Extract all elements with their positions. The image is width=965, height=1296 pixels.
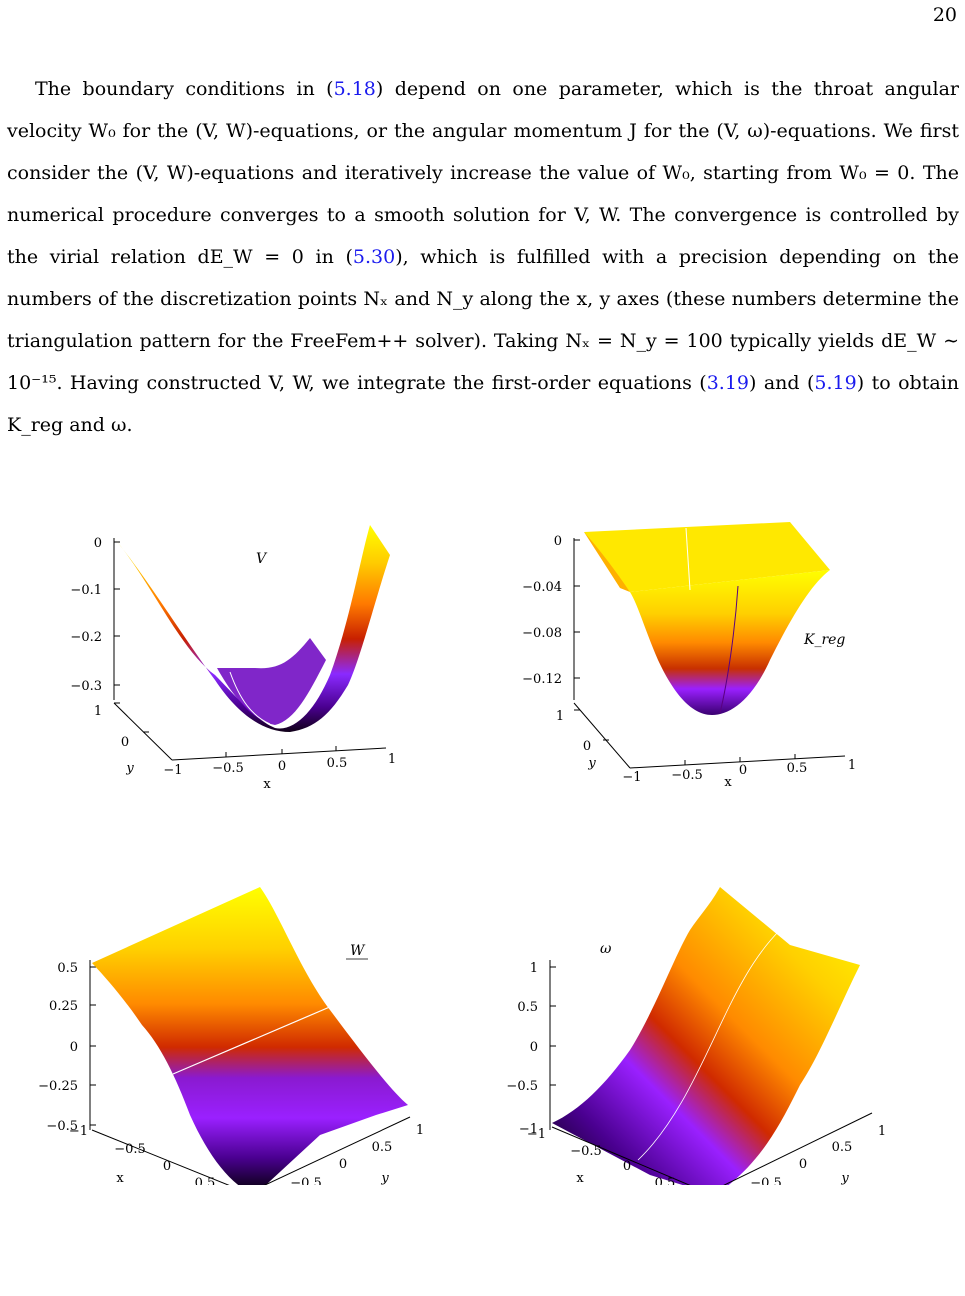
x-tick: −1 <box>163 763 182 778</box>
surface-plot-v: 0 −0.1 −0.2 −0.3 V 1 0 y −1 −0.5 0 0.5 1… <box>30 510 490 810</box>
x-tick: 0 <box>739 763 747 778</box>
x-tick: −1 <box>69 1124 88 1139</box>
x-tick: 1 <box>388 752 396 767</box>
x-tick: −0.5 <box>114 1142 146 1157</box>
y-tick: 0 <box>799 1157 807 1172</box>
plot-label: ω <box>600 941 612 957</box>
z-tick: −0.08 <box>522 626 562 641</box>
z-tick: 0 <box>70 1040 78 1055</box>
x-tick: 1 <box>848 758 856 773</box>
y-tick: 1 <box>94 704 102 719</box>
y-tick: 0.5 <box>832 1140 853 1155</box>
z-tick: −1 <box>519 1122 538 1137</box>
text-segment: ), which is fulfilled with a precision d… <box>7 246 959 394</box>
plot-label: W <box>350 943 366 959</box>
x-tick: −1 <box>622 770 641 785</box>
z-tick: 1 <box>530 961 538 976</box>
equation-link[interactable]: 3.19 <box>706 372 749 394</box>
x-tick: 0.5 <box>655 1176 676 1185</box>
surface <box>552 887 860 1185</box>
z-tick: 0.5 <box>57 961 78 976</box>
equation-link[interactable]: 5.18 <box>333 78 376 100</box>
y-tick: −0.5 <box>750 1176 782 1185</box>
z-tick: −0.12 <box>522 672 562 687</box>
x-tick: −0.5 <box>671 768 703 783</box>
equation-link[interactable]: 5.30 <box>352 246 396 268</box>
x-tick: −1 <box>527 1127 546 1142</box>
surface <box>584 522 830 715</box>
surface-plot-w: 0.5 0.25 0 −0.25 −0.5 W −1 −0.5 0 0.5 1 … <box>30 885 490 1185</box>
surface-plot-omega: 1 0.5 0 −0.5 −1 ω −1 −0.5 0 0.5 1 x −1 −… <box>490 885 950 1185</box>
z-tick: −0.5 <box>46 1119 78 1134</box>
z-tick: −0.3 <box>70 679 102 694</box>
z-tick: 0.5 <box>517 1000 538 1015</box>
plot-v-svg: 0 −0.1 −0.2 −0.3 V 1 0 y −1 −0.5 0 0.5 1… <box>70 525 396 792</box>
x-tick: −0.5 <box>570 1144 602 1159</box>
base-axes: −1 −0.5 0 0.5 1 x −1 −0.5 0 0.5 1 y <box>527 1112 886 1185</box>
x-tick: 0.5 <box>195 1176 216 1185</box>
z-tick: −0.25 <box>38 1079 78 1094</box>
x-axis-label: x <box>724 775 732 790</box>
x-tick: 0.5 <box>327 756 348 771</box>
text-segment: ) depend on one parameter, which is the … <box>7 78 959 268</box>
z-tick: 0 <box>94 536 102 551</box>
base-axes: 1 0 y −1 −0.5 0 0.5 1 x <box>556 702 856 790</box>
z-tick: −0.04 <box>522 580 562 595</box>
z-tick: 0 <box>530 1040 538 1055</box>
base-axes: −1 −0.5 0 0.5 1 x −1 −0.5 0 0.5 1 y <box>69 1116 424 1185</box>
plot-w-svg: 0.5 0.25 0 −0.25 −0.5 W −1 −0.5 0 0.5 1 … <box>38 887 424 1185</box>
equation-link[interactable]: 5.19 <box>814 372 857 394</box>
z-axis: 0.5 0.25 0 −0.25 −0.5 <box>38 960 96 1134</box>
x-axis-label: x <box>263 777 271 792</box>
y-tick: 0 <box>583 739 591 754</box>
y-tick: −0.5 <box>290 1176 322 1185</box>
z-axis: 0 −0.04 −0.08 −0.12 <box>522 534 580 700</box>
y-axis-label: y <box>587 756 596 771</box>
y-axis-label: y <box>125 761 134 776</box>
x-tick: 0 <box>163 1159 171 1174</box>
z-axis: 0 −0.1 −0.2 −0.3 <box>70 536 120 700</box>
x-tick: 0.5 <box>787 761 808 776</box>
y-tick: 1 <box>878 1124 886 1139</box>
surface <box>114 525 390 732</box>
z-axis: 1 0.5 0 −0.5 −1 <box>506 960 556 1137</box>
plot-omega-svg: 1 0.5 0 −0.5 −1 ω −1 −0.5 0 0.5 1 x −1 −… <box>506 887 886 1185</box>
z-tick: 0.25 <box>49 999 78 1014</box>
y-axis-label: y <box>380 1171 389 1185</box>
plot-label: K_reg <box>803 632 845 648</box>
z-tick: 0 <box>554 534 562 549</box>
plot-label: V <box>256 551 268 567</box>
y-tick: 0 <box>339 1157 347 1172</box>
page-number: 20 <box>932 4 957 26</box>
y-tick: 0 <box>121 735 129 750</box>
x-tick: 0 <box>278 759 286 774</box>
z-tick: −0.5 <box>506 1079 538 1094</box>
x-tick: 0 <box>623 1159 631 1174</box>
x-axis-label: x <box>576 1171 584 1185</box>
y-tick: 0.5 <box>372 1140 393 1155</box>
x-tick: −0.5 <box>212 761 244 776</box>
x-axis-label: x <box>116 1171 124 1185</box>
z-tick: −0.2 <box>70 630 102 645</box>
y-axis-label: y <box>840 1171 849 1185</box>
text-segment: ) and ( <box>749 372 815 394</box>
paragraph: The boundary conditions in (5.18) depend… <box>7 68 959 446</box>
z-tick: −0.1 <box>70 583 102 598</box>
base-axes: 1 0 y −1 −0.5 0 0.5 1 x <box>94 702 396 792</box>
y-tick: 1 <box>556 709 564 724</box>
text-segment: The boundary conditions in ( <box>35 78 334 100</box>
plot-kreg-svg: 0 −0.04 −0.08 −0.12 K_reg 1 0 y −1 −0.5 … <box>522 522 856 790</box>
text-segment: ) to obtain K_reg and ω. <box>7 372 959 436</box>
surface-plot-kreg: 0 −0.04 −0.08 −0.12 K_reg 1 0 y −1 −0.5 … <box>490 510 950 810</box>
y-tick: 1 <box>416 1123 424 1138</box>
surface <box>92 887 408 1185</box>
